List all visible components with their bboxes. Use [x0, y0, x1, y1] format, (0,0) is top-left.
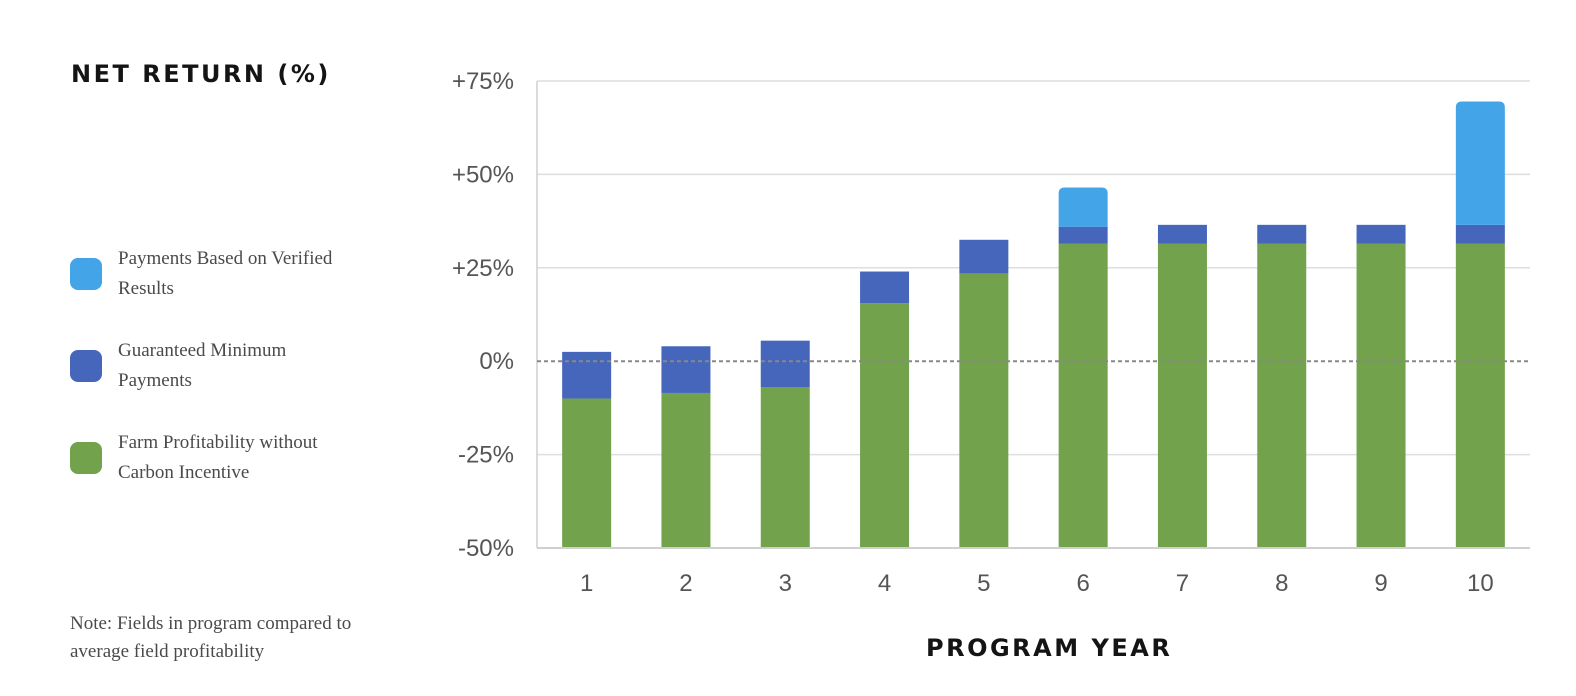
x-tick-label: 9: [1374, 570, 1387, 597]
y-tick-label: -50%: [458, 535, 514, 562]
bar-verified-year-10: [1455, 101, 1505, 225]
legend-swatch-farm-icon: [70, 442, 102, 474]
legend-item-farm: Farm Profitability without Carbon Incent…: [70, 428, 370, 488]
bar-guaranteed-year-3: [760, 340, 810, 388]
x-tick-label: 2: [679, 570, 692, 597]
x-tick-label: 5: [977, 570, 990, 597]
legend-item-guaranteed: Guaranteed Minimum Payments: [70, 336, 370, 396]
bar-guaranteed-year-2: [661, 346, 711, 393]
x-tick-label: 7: [1176, 570, 1189, 597]
bar-guaranteed-year-5: [959, 239, 1009, 274]
y-tick-label: +25%: [452, 255, 514, 282]
bar-guaranteed-year-6: [1058, 226, 1108, 244]
x-tick-label: 6: [1076, 570, 1089, 597]
bar-guaranteed-year-4: [860, 271, 910, 304]
footnote: Note: Fields in program compared to aver…: [70, 613, 352, 662]
bar-guaranteed-year-10: [1455, 224, 1505, 244]
legend-label-farm: Farm Profitability without Carbon Incent…: [118, 432, 318, 483]
bar-farm-year-1: [562, 398, 612, 548]
bar-guaranteed-year-8: [1257, 224, 1307, 244]
legend-label-verified: Payments Based on Verified Results: [118, 248, 333, 299]
legend-swatch-verified-icon: [70, 258, 102, 290]
bar-farm-year-9: [1356, 243, 1406, 549]
x-axis-title: PROGRAM YEAR: [926, 634, 1173, 662]
bar-guaranteed-year-7: [1157, 224, 1207, 244]
y-tick-label: 0%: [479, 348, 514, 375]
x-tick-label: 1: [580, 570, 593, 597]
x-tick-label: 10: [1467, 570, 1494, 597]
bar-verified-year-6: [1058, 187, 1108, 227]
bar-farm-year-5: [959, 273, 1009, 548]
bar-farm-year-8: [1257, 243, 1307, 549]
legend-item-verified: Payments Based on Verified Results: [70, 244, 370, 304]
y-tick-label: -25%: [458, 442, 514, 469]
y-tick-label: +50%: [452, 161, 514, 188]
bar-farm-year-7: [1157, 243, 1207, 549]
x-tick-label: 8: [1275, 570, 1288, 597]
legend: Payments Based on Verified Results Guara…: [70, 244, 370, 520]
y-tick-label: +75%: [452, 68, 514, 95]
bar-farm-year-4: [860, 303, 910, 548]
bar-farm-year-2: [661, 392, 711, 548]
bar-guaranteed-year-9: [1356, 224, 1406, 244]
legend-label-guaranteed: Guaranteed Minimum Payments: [118, 340, 287, 391]
x-tick-label: 4: [878, 570, 891, 597]
bar-farm-year-6: [1058, 243, 1108, 549]
legend-swatch-guaranteed-icon: [70, 350, 102, 382]
chart-title: NET RETURN (%): [71, 60, 331, 88]
bar-guaranteed-year-1: [562, 351, 612, 399]
x-tick-label: 3: [779, 570, 792, 597]
bar-farm-year-10: [1455, 243, 1505, 549]
bar-farm-year-3: [760, 387, 810, 548]
